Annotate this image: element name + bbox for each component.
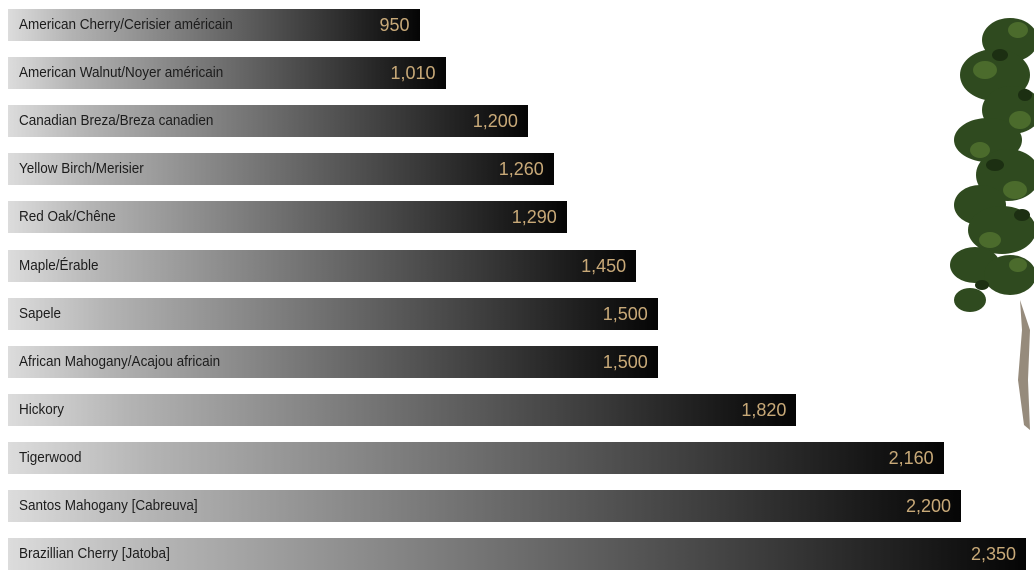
bar-category-label: Red Oak/Chêne (19, 208, 116, 226)
bar: Sapele 1,500 (8, 297, 658, 330)
bar-category-label: American Walnut/Noyer américain (19, 64, 224, 82)
bar: Red Oak/Chêne 1,290 (8, 201, 567, 234)
bar-value-label: 950 (379, 15, 410, 35)
bar: American Cherry/Cerisier américain 950 (8, 9, 420, 41)
bar-category-label: American Cherry/Cerisier américain (19, 16, 233, 33)
bar-value-label: 2,200 (905, 496, 952, 516)
bar-category-label: Sapele (19, 304, 62, 322)
bar: Tigerwood 2,160 (8, 441, 944, 474)
bar: Hickory 1,820 (8, 393, 797, 426)
bar-category-label: Canadian Breza/Breza canadien (19, 112, 214, 130)
bar-value-label: 1,010 (390, 63, 436, 84)
bar-value-label: 1,500 (602, 303, 648, 324)
bar-category-label: Tigerwood (19, 448, 82, 466)
bar-category-label: Brazillian Cherry [Jatoba] (19, 545, 170, 563)
bar-value-label: 1,260 (498, 159, 544, 180)
bar-value-label: 1,820 (741, 399, 787, 420)
bar-category-label: Yellow Birch/Merisier (19, 160, 144, 178)
bar-value-label: 1,200 (472, 111, 518, 132)
bar-value-label: 2,160 (888, 447, 934, 468)
bar-value-label: 1,290 (511, 207, 557, 228)
bar-value-label: 1,450 (581, 255, 627, 276)
bar: Santos Mahogany [Cabreuva] 2,200 (8, 490, 962, 522)
bar: Yellow Birch/Merisier 1,260 (8, 153, 554, 186)
bar-value-label: 2,350 (970, 544, 1016, 565)
bar: Brazillian Cherry [Jatoba] 2,350 (8, 538, 1026, 571)
bar-category-label: Santos Mahogany [Cabreuva] (19, 497, 198, 514)
bar: Maple/Érable 1,450 (8, 249, 637, 282)
bar: Canadian Breza/Breza canadien 1,200 (8, 105, 528, 138)
bar-category-label: Hickory (19, 400, 65, 418)
bar: African Mahogany/Acajou africain 1,500 (8, 345, 658, 378)
bar-category-label: African Mahogany/Acajou africain (19, 352, 221, 370)
bar-category-label: Maple/Érable (19, 256, 99, 274)
tree-icon (950, 18, 1034, 430)
bar: American Walnut/Noyer américain 1,010 (8, 57, 446, 90)
bar-value-label: 1,500 (602, 351, 648, 372)
